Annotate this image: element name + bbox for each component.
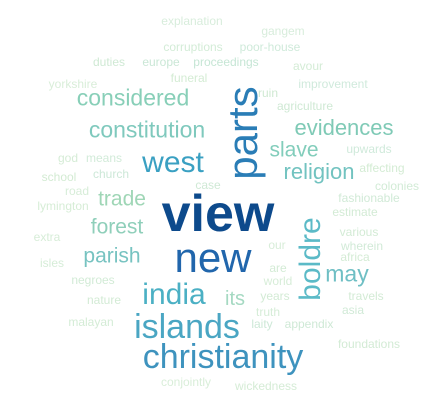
word-wickedness: wickedness: [234, 379, 298, 393]
word-agriculture: agriculture: [276, 99, 334, 113]
word-india: india: [142, 278, 206, 311]
word-view: view: [161, 185, 275, 243]
word-parish: parish: [83, 244, 141, 268]
word-may: may: [325, 260, 369, 287]
word-our: our: [268, 238, 286, 252]
word-poor-house: poor-house: [239, 40, 301, 54]
word-foundations: foundations: [337, 337, 401, 351]
word-new: new: [174, 234, 252, 281]
word-laity: laity: [251, 317, 273, 331]
word-school: school: [41, 170, 77, 184]
word-appendix: appendix: [284, 317, 334, 331]
word-lymington: lymington: [37, 199, 89, 213]
word-malayan: malayan: [68, 315, 114, 329]
word-road: road: [64, 184, 90, 198]
word-duties: duties: [92, 55, 126, 69]
word-boldre: boldre: [294, 217, 327, 301]
word-estimate: estimate: [332, 205, 378, 219]
word-affecting: affecting: [359, 161, 405, 175]
word-fashionable: fashionable: [338, 191, 400, 205]
word-travels: travels: [348, 289, 384, 303]
word-trade: trade: [98, 187, 146, 211]
word-gangem: gangem: [261, 24, 305, 38]
word-corruptions: corruptions: [163, 40, 223, 54]
word-god: god: [57, 151, 79, 165]
word-upwards: upwards: [346, 142, 392, 156]
word-christianity: christianity: [142, 338, 304, 376]
word-various: various: [339, 225, 379, 239]
word-proceedings: proceedings: [193, 55, 259, 69]
word-wherein: wherein: [340, 239, 384, 253]
word-yorkshire: yorkshire: [48, 77, 98, 91]
word-case: case: [195, 178, 221, 192]
word-isles: isles: [39, 256, 65, 270]
word-evidences: evidences: [294, 115, 394, 140]
word-its: its: [225, 288, 245, 310]
word-funeral: funeral: [170, 71, 208, 85]
word-considered: considered: [76, 84, 190, 111]
word-means: means: [85, 151, 123, 165]
word-avour: avour: [292, 59, 324, 73]
word-slave: slave: [269, 138, 319, 162]
word-west: west: [142, 146, 204, 179]
word-explanation: explanation: [161, 14, 223, 28]
word-improvement: improvement: [298, 77, 368, 91]
word-negroes: negroes: [71, 273, 115, 287]
word-conjointly: conjointly: [160, 375, 212, 389]
word-extra: extra: [33, 230, 61, 244]
word-europe: europe: [142, 55, 180, 69]
word-years: years: [260, 289, 290, 303]
word-asia: asia: [341, 303, 365, 317]
word-forest: forest: [90, 215, 144, 239]
word-religion: religion: [283, 159, 355, 184]
word-church: church: [92, 167, 130, 181]
word-islands: islands: [134, 308, 240, 346]
word-colonies: colonies: [374, 179, 420, 193]
word-nature: nature: [86, 293, 122, 307]
word-truth: truth: [255, 305, 281, 319]
word-parts: parts: [219, 86, 266, 180]
word-are: are: [269, 261, 287, 275]
word-ruin: ruin: [257, 86, 279, 100]
word-africa: africa: [340, 250, 370, 264]
word-constitution: constitution: [88, 116, 206, 143]
word-world: world: [263, 274, 293, 288]
